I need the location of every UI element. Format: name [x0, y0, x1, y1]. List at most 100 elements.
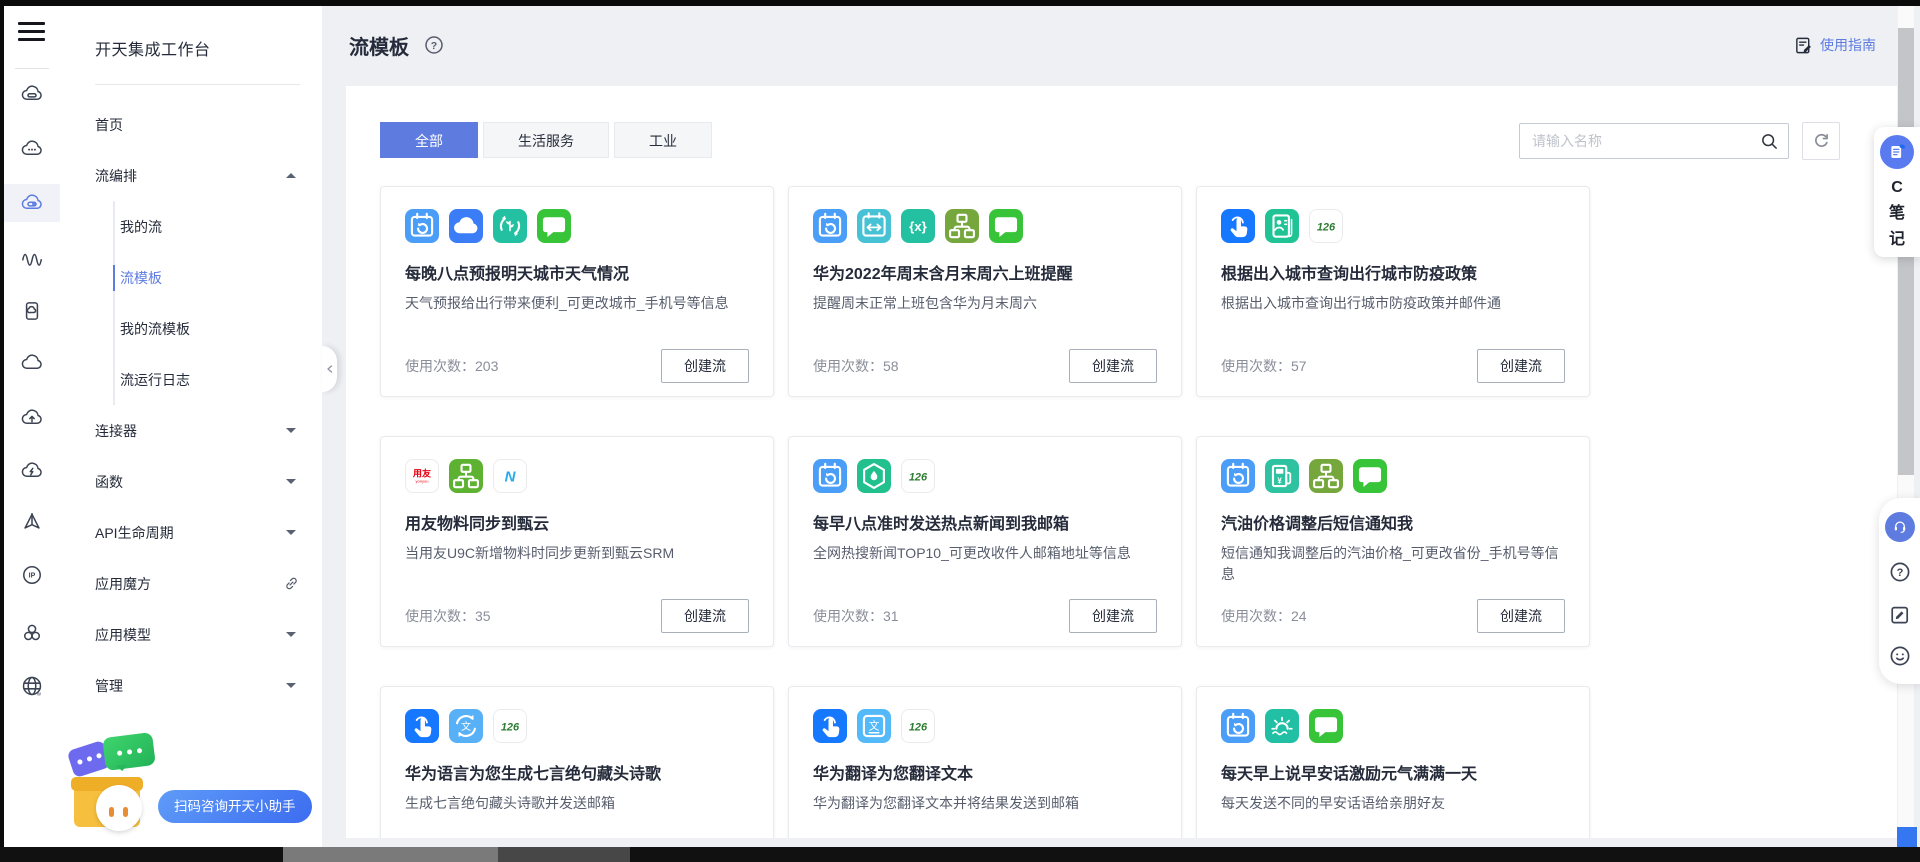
- sms-message-icon: [537, 209, 571, 243]
- svg-text:N: N: [505, 469, 517, 486]
- template-card[interactable]: 用友 yonyou N 用友物料同步到甄云 当用友U9C新增物料时同步更新到甄云SR…: [380, 436, 774, 647]
- usage-count: 使用次数：31: [813, 608, 899, 624]
- waves-icon[interactable]: [4, 237, 60, 275]
- chevron-down-icon: [286, 428, 296, 433]
- assistant-label[interactable]: 扫码咨询开天小助手: [158, 790, 312, 823]
- main-area: 流模板 ? 使用指南 全部 生活服务 工业: [322, 6, 1920, 847]
- chevron-up-icon: [286, 173, 296, 178]
- template-card[interactable]: 126 根据出入城市查询出行城市防疫政策 根据出入城市查询出行城市防疫政策并邮件…: [1196, 186, 1590, 397]
- template-card[interactable]: {x} 华为2022年周末含月末周六上班提醒 提醒周末正常上班包含华为月末周六 …: [788, 186, 1182, 397]
- cloud-upload-icon[interactable]: [4, 399, 60, 437]
- mail-126-icon: 126: [493, 709, 527, 743]
- template-card[interactable]: 126 每早八点准时发送热点新闻到我邮箱 全网热搜新闻TOP10_可更改收件人邮…: [788, 436, 1182, 647]
- globe-icon[interactable]: w: [4, 667, 60, 705]
- survey-icon[interactable]: [1889, 604, 1911, 626]
- sidebar-item-connectors[interactable]: 连接器: [60, 405, 322, 456]
- sidebar-item-flow-templates[interactable]: 流模板: [60, 252, 322, 303]
- cloud-icon[interactable]: [4, 344, 60, 382]
- sidebar-item-flow-orchestration[interactable]: 流编排: [60, 150, 322, 201]
- svg-text:IP: IP: [29, 573, 36, 580]
- sms-message-icon: [1353, 459, 1387, 493]
- create-flow-button[interactable]: 创建流: [1069, 599, 1157, 633]
- card-connector-icons: 用友 yonyou N: [405, 459, 749, 493]
- card-title: 汽油价格调整后短信通知我: [1221, 516, 1414, 533]
- sidebar-item-api-lifecycle[interactable]: API生命周期: [60, 507, 322, 558]
- card-description: 当用友U9C新增物料时同步更新到甄云SRM: [405, 545, 675, 561]
- cloud-flash-icon[interactable]: [4, 452, 60, 490]
- create-flow-button[interactable]: 创建流: [1477, 349, 1565, 383]
- timer-schedule-icon: [1221, 709, 1255, 743]
- card-connector-icons: 文 126: [813, 709, 1157, 743]
- create-flow-button[interactable]: 创建流: [661, 599, 749, 633]
- card-connector-icons: 126: [1221, 209, 1565, 243]
- template-grid: 每晚八点预报明天城市天气情况 天气预报给出行带来便利_可更改城市_手机号等信息 …: [380, 186, 1600, 838]
- corner-action-button[interactable]: [1897, 827, 1917, 847]
- menu-toggle-icon[interactable]: [18, 22, 46, 44]
- health-code-icon: [1265, 209, 1299, 243]
- create-flow-button[interactable]: 创建流: [661, 349, 749, 383]
- svg-text:文: 文: [869, 720, 880, 733]
- sidebar-item-my-flow-templates[interactable]: 我的流模板: [60, 303, 322, 354]
- sidebar-item-functions[interactable]: 函数: [60, 456, 322, 507]
- chevron-down-icon: [286, 530, 296, 535]
- flow-branch-bright-icon: [449, 459, 483, 493]
- sidebar-item-label: 连接器: [95, 422, 137, 439]
- manual-trigger-icon: [1221, 209, 1255, 243]
- card-title: 每早八点准时发送热点新闻到我邮箱: [813, 516, 1070, 533]
- usage-count: 使用次数：203: [405, 358, 499, 374]
- refresh-icon: [1814, 133, 1828, 147]
- search-icon[interactable]: [1760, 132, 1779, 156]
- svg-text:用友: 用友: [412, 468, 431, 479]
- sidebar-item-my-flows[interactable]: 我的流: [60, 201, 322, 252]
- tab-all[interactable]: 全部: [380, 122, 478, 158]
- cluster-icon[interactable]: [4, 614, 60, 652]
- floating-toolbar: ?: [1879, 498, 1920, 684]
- morning-sunrise-icon: [1265, 709, 1299, 743]
- tab-industry[interactable]: 工业: [614, 122, 712, 158]
- language-generate-icon: 文: [449, 709, 483, 743]
- help-question-icon[interactable]: ?: [424, 35, 444, 55]
- template-card[interactable]: 每晚八点预报明天城市天气情况 天气预报给出行带来便利_可更改城市_手机号等信息 …: [380, 186, 774, 397]
- template-card[interactable]: 每天早上说早安话激励元气满满一天 每天发送不同的早安话语给亲朋好友: [1196, 686, 1590, 838]
- card-connector-icons: [405, 209, 749, 243]
- usage-guide-link[interactable]: 使用指南: [1794, 35, 1876, 55]
- sidebar-item-label: 应用魔方: [95, 575, 151, 592]
- zhenyun-icon: N: [493, 459, 527, 493]
- category-tabs: 全部 生活服务 工业: [380, 122, 712, 158]
- ip-icon[interactable]: IP: [4, 556, 60, 594]
- prism-icon[interactable]: [4, 504, 60, 542]
- svg-text:w: w: [36, 691, 41, 697]
- cloud-server-icon[interactable]: [4, 75, 60, 113]
- timer-schedule-icon: [813, 459, 847, 493]
- feedback-smiley-icon[interactable]: [1889, 645, 1911, 667]
- cloud-dots-icon[interactable]: [4, 130, 60, 168]
- chevron-down-icon: [286, 479, 296, 484]
- template-card[interactable]: ¥ 汽油价格调整后短信通知我 短信通知我调整后的汽油价格_可更改省份_手机号等信…: [1196, 436, 1590, 647]
- template-card[interactable]: 文 126 华为语言为您生成七言绝句藏头诗歌 生成七言绝句藏头诗歌并发送邮箱: [380, 686, 774, 838]
- create-flow-button[interactable]: 创建流: [1477, 599, 1565, 633]
- card-title: 根据出入城市查询出行城市防疫政策: [1221, 266, 1478, 283]
- device-cloud-icon[interactable]: [4, 292, 60, 330]
- refresh-button[interactable]: [1802, 122, 1840, 160]
- sidebar-item-flow-run-logs[interactable]: 流运行日志: [60, 354, 322, 405]
- sidebar-item-app-model[interactable]: 应用模型: [60, 609, 322, 660]
- assistant-widget[interactable]: 扫码咨询开天小助手: [66, 732, 378, 833]
- guide-doc-pen-icon: [1796, 37, 1811, 53]
- template-card[interactable]: 文 126 华为翻译为您翻译文本 华为翻译为您翻译文本并将结果发送到邮箱: [788, 686, 1182, 838]
- usage-count: 使用次数：57: [1221, 358, 1307, 374]
- usage-count: 使用次数：35: [405, 608, 491, 624]
- flow-cloud-icon[interactable]: [4, 184, 60, 222]
- help-circle-icon[interactable]: ?: [1889, 561, 1911, 583]
- timer-schedule-icon: [1221, 459, 1255, 493]
- headset-icon[interactable]: [1884, 512, 1915, 542]
- sidebar-item-management[interactable]: 管理: [60, 660, 322, 711]
- sidebar-item-app-cube[interactable]: 应用魔方: [60, 558, 322, 609]
- sidebar-collapse-handle[interactable]: [322, 346, 337, 392]
- sidebar-item-home[interactable]: 首页: [60, 99, 322, 150]
- create-flow-button[interactable]: 创建流: [1069, 349, 1157, 383]
- search-input[interactable]: [1520, 124, 1788, 158]
- svg-text:yonyou: yonyou: [416, 479, 429, 484]
- tab-life-services[interactable]: 生活服务: [483, 122, 609, 158]
